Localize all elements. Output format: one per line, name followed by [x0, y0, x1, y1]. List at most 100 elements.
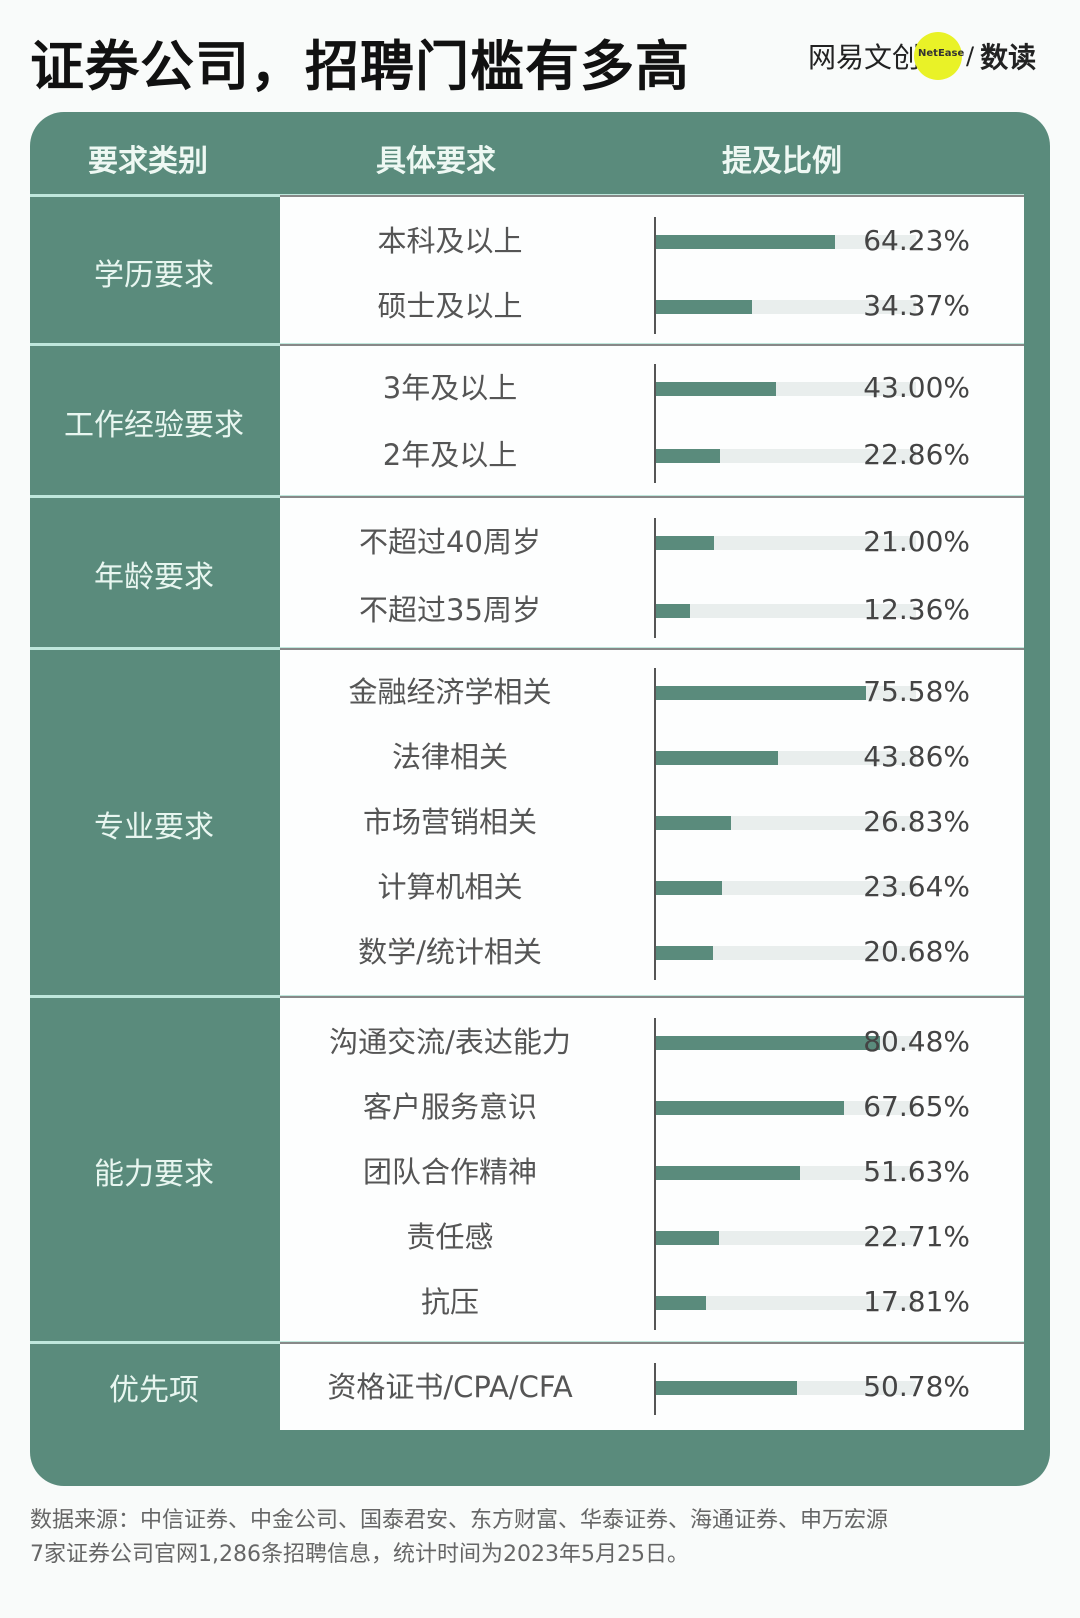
- bar-track: [656, 1101, 916, 1115]
- table-row: 抗压 17.81%: [280, 1282, 1024, 1322]
- requirement-label: 不超过40周岁: [359, 525, 541, 559]
- bar-track: [656, 235, 916, 249]
- bar-axis: [654, 1018, 656, 1330]
- bar-fill: [656, 686, 867, 700]
- ratio-value: 23.64%: [863, 870, 970, 903]
- requirement-label: 客户服务意识: [362, 1090, 537, 1124]
- group-3: 专业要求 金融经济学相关 75.58% 法律相关 43.86% 市场营销相关 26.83% 计…: [30, 647, 1024, 998]
- table-row: 3年及以上 43.00%: [280, 368, 1024, 408]
- table-row: 不超过40周岁 21.00%: [280, 522, 1024, 562]
- bar-track: [656, 1036, 916, 1050]
- table-row: 团队合作精神 51.63%: [280, 1152, 1024, 1192]
- requirement-label: 硕士及以上: [377, 289, 523, 323]
- requirement-label: 计算机相关: [377, 870, 523, 904]
- ratio-value: 20.68%: [863, 935, 970, 968]
- requirement-label: 团队合作精神: [362, 1155, 537, 1189]
- table-row: 法律相关 43.86%: [280, 737, 1024, 777]
- bar-fill: [656, 604, 691, 618]
- ratio-value: 43.00%: [863, 371, 970, 404]
- ratio-value: 22.71%: [863, 1220, 970, 1253]
- table-row: 资格证书/CPA/CFA 50.78%: [280, 1367, 1024, 1407]
- brand-badge: NetEase: [918, 48, 965, 59]
- source-line-2: 7家证券公司官网1,286条招聘信息，统计时间为2023年5月25日。: [30, 1542, 689, 1567]
- ratio-value: 51.63%: [863, 1155, 970, 1188]
- requirement-label: 数学/统计相关: [358, 935, 542, 969]
- bar-track: [656, 881, 916, 895]
- ratio-value: 26.83%: [863, 805, 970, 838]
- table-row: 金融经济学相关 75.58%: [280, 672, 1024, 712]
- group-body: 资格证书/CPA/CFA 50.78%: [280, 1342, 1024, 1430]
- ratio-value: 12.36%: [863, 593, 970, 626]
- brand-logo: 网易文创 NetEase / 数读: [808, 32, 1037, 80]
- bar-axis: [654, 668, 656, 980]
- bar-fill: [656, 1036, 880, 1050]
- brand-right: 数读: [980, 41, 1037, 74]
- bar-fill: [656, 449, 720, 463]
- bar-track: [656, 536, 916, 550]
- col-header-requirement: 具体要求: [376, 144, 496, 179]
- brand-dot-icon: NetEase: [914, 32, 965, 80]
- requirement-label: 市场营销相关: [362, 805, 537, 839]
- requirement-label: 责任感: [406, 1220, 494, 1254]
- requirement-label: 2年及以上: [382, 438, 518, 472]
- requirement-label: 抗压: [420, 1285, 479, 1319]
- requirement-label: 不超过35周岁: [359, 593, 541, 627]
- bar-axis: [654, 364, 656, 483]
- table-row: 本科及以上 64.23%: [280, 221, 1024, 261]
- ratio-value: 50.78%: [863, 1370, 970, 1403]
- table-row: 责任感 22.71%: [280, 1217, 1024, 1257]
- category-label: 能力要求: [94, 1157, 214, 1192]
- requirement-label: 本科及以上: [377, 224, 523, 258]
- group-2: 年龄要求 不超过40周岁 21.00% 不超过35周岁 12.36%: [30, 495, 1024, 650]
- bar-fill: [656, 1296, 706, 1310]
- ratio-value: 64.23%: [863, 224, 970, 257]
- ratio-value: 43.86%: [863, 740, 970, 773]
- bar-track: [656, 816, 916, 830]
- table-row: 硕士及以上 34.37%: [280, 286, 1024, 326]
- group-0: 学历要求 本科及以上 64.23% 硕士及以上 34.37%: [30, 194, 1024, 346]
- bar-fill: [656, 751, 778, 765]
- page-title: 证券公司，招聘门槛有多高: [30, 35, 690, 98]
- category-label: 学历要求: [94, 257, 214, 293]
- col-header-ratio: 提及比例: [722, 144, 842, 179]
- source-line-1: 数据来源：中信证券、中金公司、国泰君安、东方财富、华泰证券、海通证券、申万宏源: [30, 1508, 889, 1533]
- table-row: 数学/统计相关 20.68%: [280, 932, 1024, 972]
- col-header-category: 要求类别: [88, 144, 208, 179]
- bar-track: [656, 946, 916, 960]
- bar-track: [656, 1166, 916, 1180]
- requirement-label: 沟通交流/表达能力: [329, 1025, 571, 1059]
- requirements-table: 要求类别 具体要求 提及比例 学历要求 本科及以上 64.23% 硕士及以上 34.37…: [30, 112, 1050, 1486]
- brand-left: 网易文创: [808, 41, 921, 74]
- bar-fill: [656, 881, 722, 895]
- table-header: 要求类别 具体要求 提及比例: [30, 112, 1050, 198]
- ratio-value: 21.00%: [863, 525, 970, 558]
- bar-fill: [656, 300, 752, 314]
- requirement-label: 金融经济学相关: [348, 675, 552, 709]
- table-row: 市场营销相关 26.83%: [280, 802, 1024, 842]
- category-label: 年龄要求: [94, 560, 214, 595]
- table-row: 不超过35周岁 12.36%: [280, 590, 1024, 630]
- requirement-label: 资格证书/CPA/CFA: [327, 1370, 573, 1404]
- bar-fill: [656, 536, 715, 550]
- group-1: 工作经验要求 3年及以上 43.00% 2年及以上 22.86%: [30, 343, 1024, 498]
- category-label: 工作经验要求: [64, 408, 244, 443]
- bar-fill: [656, 946, 714, 960]
- category-label: 优先项: [109, 1373, 199, 1408]
- bar-track: [656, 1296, 916, 1310]
- table-row: 2年及以上 22.86%: [280, 435, 1024, 475]
- table-row: 沟通交流/表达能力 80.48%: [280, 1022, 1024, 1062]
- group-5: 优先项 资格证书/CPA/CFA 50.78%: [30, 1341, 1024, 1430]
- group-body: 3年及以上 43.00% 2年及以上 22.86%: [280, 344, 1024, 498]
- group-body: 沟通交流/表达能力 80.48% 客户服务意识 67.65% 团队合作精神 51.63% 责…: [280, 996, 1024, 1344]
- bar-axis: [654, 518, 656, 638]
- bar-track: [656, 751, 916, 765]
- bar-fill: [656, 1166, 800, 1180]
- group-body: 本科及以上 64.23% 硕士及以上 34.37%: [280, 195, 1024, 346]
- ratio-value: 75.58%: [863, 675, 970, 708]
- ratio-value: 17.81%: [863, 1285, 970, 1318]
- bar-fill: [656, 1231, 720, 1245]
- bar-axis: [654, 217, 656, 334]
- requirement-label: 3年及以上: [382, 371, 518, 405]
- source-note: 数据来源：中信证券、中金公司、国泰君安、东方财富、华泰证券、海通证券、申万宏源 …: [30, 1504, 1060, 1572]
- bar-track: [656, 1381, 916, 1395]
